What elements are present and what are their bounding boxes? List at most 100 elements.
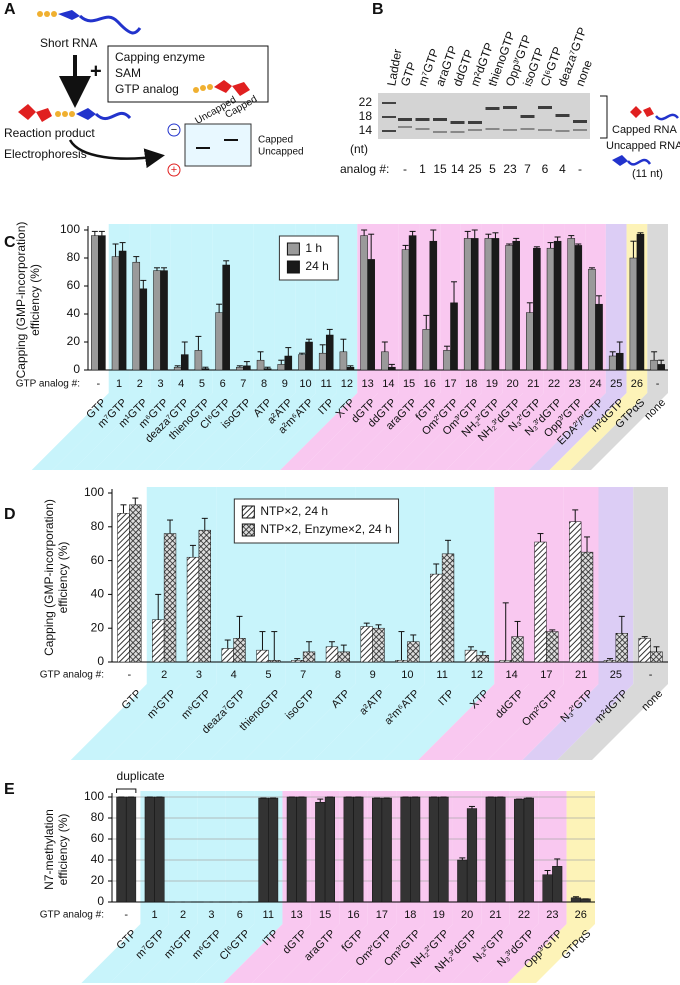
bar [603,660,617,663]
uncapped-icon [612,155,628,166]
y-tick-label: 100 [84,485,104,499]
category-band [11,224,109,470]
bar [638,638,651,663]
category-number: 8 [261,378,267,390]
bar [263,368,272,371]
bar [152,619,165,663]
bar [457,859,468,903]
product-icon [18,104,132,122]
error-bar [402,244,409,250]
error-bar [410,634,417,642]
bar [574,245,583,371]
lane-analog: 7 [524,162,531,176]
category-number: 1 [152,909,158,921]
category-number: 11 [263,909,274,921]
error-bar [167,519,174,534]
bar [429,240,438,371]
error-bar [153,267,160,271]
category-band [522,487,634,760]
error-bar [464,230,471,239]
category-band [73,224,171,470]
category-number: 4 [178,378,184,390]
capped-icon [655,113,679,121]
error-bar [398,631,405,661]
error-bar [271,631,278,661]
bar [372,797,383,903]
gel-band [415,118,430,121]
bar [215,312,223,371]
error-bar [485,233,492,239]
uncapped-label: Uncapped RNA [606,140,680,152]
error-bar [544,870,551,875]
error-bar [161,267,168,271]
bar [636,233,645,371]
error-bar [119,242,126,251]
category-number: 21 [575,669,587,681]
bar [324,796,335,903]
lane-analog: 23 [503,162,517,176]
legend-label: 1 h [305,241,322,255]
bar [160,270,168,371]
category-number: 22 [518,909,530,921]
error-bar [363,622,370,627]
error-bar [189,544,196,558]
bar [401,249,410,371]
category-band [135,224,233,470]
error-bar [319,344,326,354]
electrophoresis: Electrophoresis [4,147,87,161]
legend-swatch [241,505,255,519]
category-number: 5 [199,378,205,390]
category-band [238,224,337,470]
lane-analog: - [403,162,407,176]
error-bar [140,279,147,289]
category-band [175,487,286,760]
ladder-size: 14 [359,123,373,137]
x-axis-label: GTP analog #: [40,670,104,681]
error-bar [451,281,458,303]
category-number: 17 [444,378,456,390]
legend-label: NTP×2, 24 h [260,504,328,518]
error-bar [584,536,591,553]
bar [111,256,120,371]
bar [372,627,385,663]
bar [512,240,520,371]
category-band [93,224,192,470]
gel-band [485,128,500,130]
error-bar [216,303,223,313]
bar [139,288,148,371]
y-tick-label: 60 [67,278,81,292]
error-bar [264,366,271,369]
category-number: 14 [506,669,518,681]
y-tick-label: 20 [91,620,105,634]
bar [534,541,547,663]
category-band [425,224,523,470]
arrow [68,139,165,169]
gel-band [398,126,412,128]
error-bar [375,624,382,629]
category-number: 19 [486,378,498,390]
category-band [70,487,182,760]
category-band [209,487,321,760]
gel-band [468,121,482,124]
error-bar [568,235,575,239]
error-bar [306,641,313,652]
y-tick-label: 80 [67,250,81,264]
category-number: 15 [403,378,415,390]
band-label: Capped [258,135,293,146]
error-bar [195,335,202,351]
category-number: 26 [631,378,643,390]
gel-image [378,93,590,139]
error-bar [637,232,644,235]
category-band [348,487,460,760]
legend-box [233,498,400,544]
error-bar [471,229,478,239]
bar [305,341,313,371]
bar [491,238,500,371]
gel-band [555,114,570,117]
bar [430,573,443,663]
gel-band [573,129,587,131]
bar [533,247,541,371]
error-bar [641,636,648,639]
bar [580,551,594,663]
